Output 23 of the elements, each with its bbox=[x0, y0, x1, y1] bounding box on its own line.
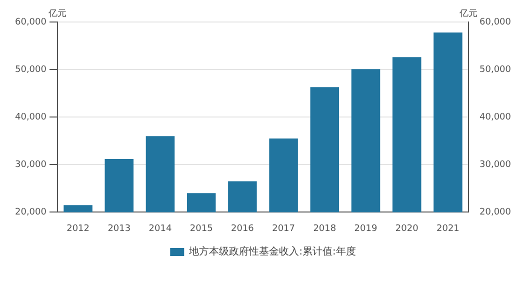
y2-tick-label: 50,000 bbox=[480, 64, 512, 75]
x-tick-label: 2019 bbox=[354, 224, 378, 234]
x-tick-label: 2014 bbox=[148, 224, 172, 234]
legend-label: 地方本级政府性基金收入:累计值:年度 bbox=[188, 246, 356, 258]
x-tick-label: 2015 bbox=[190, 224, 213, 234]
x-tick-label: 2018 bbox=[313, 224, 336, 234]
y2-tick-label: 60,000 bbox=[480, 17, 512, 28]
x-tick-label: 2017 bbox=[272, 224, 296, 234]
y2-axis-title: 亿元 bbox=[458, 8, 478, 19]
y2-tick-label: 40,000 bbox=[480, 112, 512, 122]
y2-tick-label: 20,000 bbox=[480, 208, 512, 218]
y2-tick-label: 30,000 bbox=[480, 160, 512, 170]
y-tick-label: 30,000 bbox=[14, 160, 47, 170]
x-tick-label: 2016 bbox=[230, 224, 254, 234]
x-tick-label: 2012 bbox=[66, 224, 90, 234]
y-tick-label: 20,000 bbox=[14, 208, 47, 218]
x-tick-label: 2013 bbox=[108, 224, 131, 234]
y-tick-label: 50,000 bbox=[14, 64, 47, 75]
y-tick-label: 60,000 bbox=[14, 17, 47, 28]
x-tick-label: 2021 bbox=[436, 224, 460, 234]
y-axis-title: 亿元 bbox=[47, 8, 66, 19]
y-tick-label: 40,000 bbox=[14, 112, 47, 122]
x-tick-label: 2020 bbox=[395, 224, 419, 234]
